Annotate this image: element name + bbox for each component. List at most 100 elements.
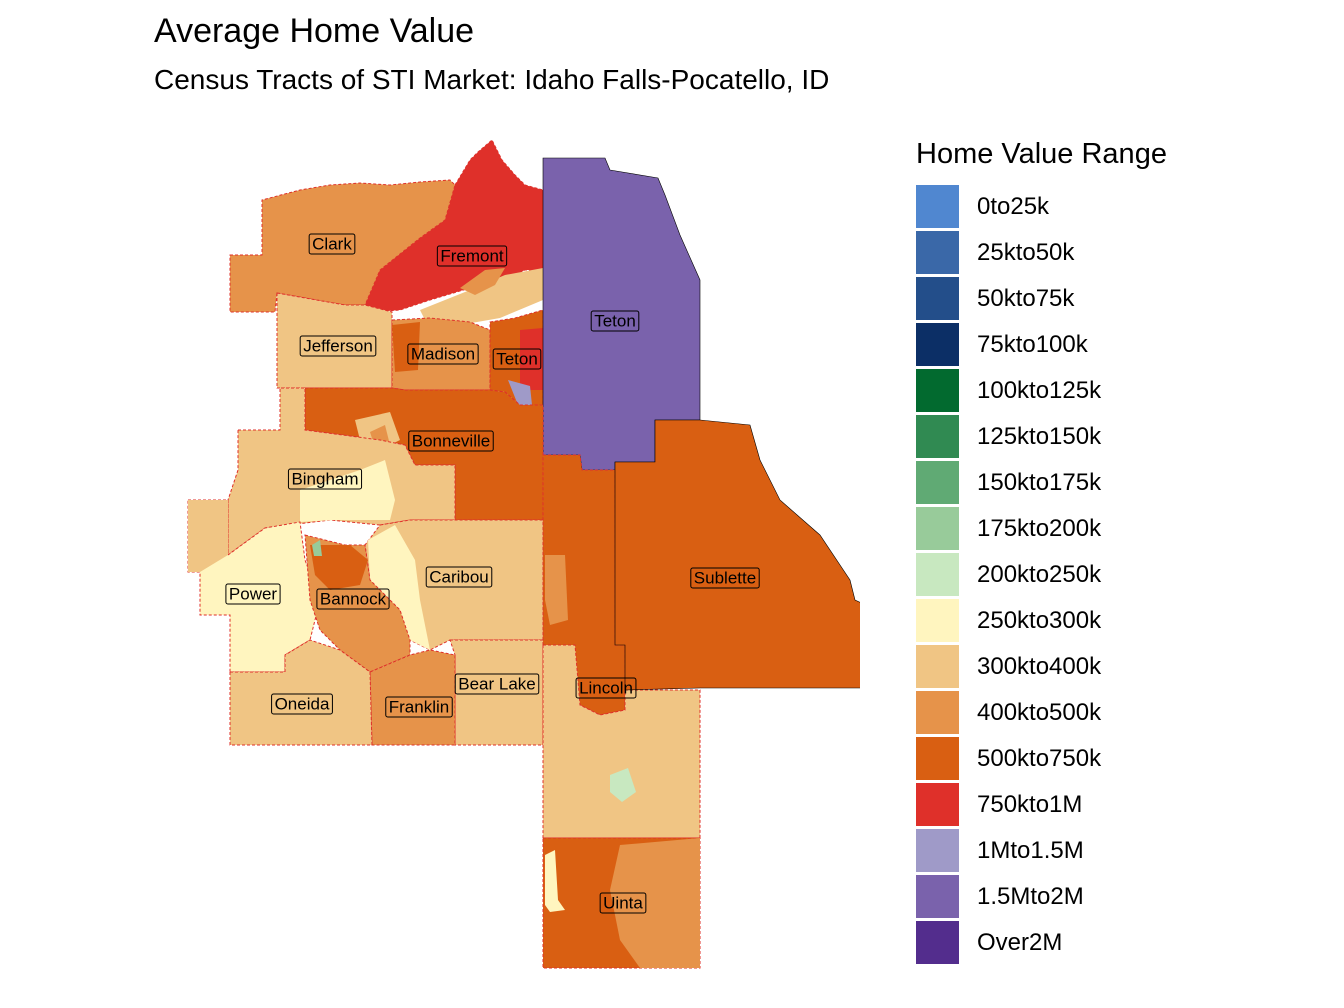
legend-item: 75kto100k <box>916 323 1167 369</box>
legend-label: 25kto50k <box>977 239 1075 266</box>
legend-label: 150kto175k <box>977 469 1102 496</box>
svg-text:Jefferson: Jefferson <box>303 337 373 356</box>
tract-bear-lake <box>449 639 544 746</box>
legend-label: 750kto1M <box>977 791 1083 818</box>
county-label-uinta: Uinta <box>599 892 647 914</box>
county-label-bingham: Bingham <box>287 468 363 490</box>
legend-item: 400kto500k <box>916 691 1167 737</box>
legend-item: 25kto50k <box>916 231 1167 277</box>
legend-swatch <box>916 461 959 504</box>
county-label-sublette: Sublette <box>690 567 760 589</box>
county-label-franklin: Franklin <box>385 696 453 718</box>
legend-label: 1Mto1.5M <box>977 837 1084 864</box>
legend-title: Home Value Range <box>916 138 1167 170</box>
legend-item: 500kto750k <box>916 737 1167 783</box>
legend-item: 200kto250k <box>916 553 1167 599</box>
county-label-jefferson: Jefferson <box>299 335 377 357</box>
legend-label: 500kto750k <box>977 745 1102 772</box>
legend-swatch <box>916 185 959 228</box>
legend-label: Over2M <box>977 929 1063 956</box>
tract-teton-id-b <box>520 328 543 390</box>
county-label-bonneville: Bonneville <box>408 430 494 452</box>
legend-swatch <box>916 829 959 872</box>
legend-swatch <box>916 231 959 274</box>
tract-sublette <box>614 419 860 691</box>
svg-text:Teton: Teton <box>594 312 636 331</box>
legend-label: 125kto150k <box>977 423 1102 450</box>
legend-item: 300kto400k <box>916 645 1167 691</box>
svg-text:Oneida: Oneida <box>275 695 330 714</box>
tract-caribou-b <box>368 525 430 650</box>
map-title: Average Home Value <box>154 12 475 50</box>
legend-swatch <box>916 369 959 412</box>
legend-label: 175kto200k <box>977 515 1102 542</box>
tract-uinta-b <box>610 838 700 968</box>
svg-text:Madison: Madison <box>411 345 475 364</box>
legend-item: Over2M <box>916 921 1167 967</box>
tract-power-b <box>188 500 228 572</box>
legend-item: 125kto150k <box>916 415 1167 461</box>
svg-text:Clark: Clark <box>312 235 352 254</box>
tract-bannock-c <box>312 540 322 556</box>
legend-label: 300kto400k <box>977 653 1102 680</box>
legend-item: 150kto175k <box>916 461 1167 507</box>
legend-swatch <box>916 323 959 366</box>
legend-label: 75kto100k <box>977 331 1088 358</box>
county-label-madison: Madison <box>407 343 479 365</box>
legend-label: 200kto250k <box>977 561 1102 588</box>
tract-map: Clark Fremont Teton Jefferson Madison Te… <box>187 139 860 969</box>
legend-item: 100kto125k <box>916 369 1167 415</box>
tract-fremont-b <box>420 268 543 330</box>
legend-swatch <box>916 415 959 458</box>
tract-jefferson <box>276 292 393 389</box>
legend-swatch <box>916 737 959 780</box>
svg-text:Bonneville: Bonneville <box>412 432 490 451</box>
legend-swatch <box>916 277 959 320</box>
tract-fremont-c <box>460 268 505 295</box>
tract-teton-id-c <box>508 380 532 405</box>
legend-label: 400kto500k <box>977 699 1102 726</box>
legend-swatch <box>916 599 959 642</box>
legend-swatch <box>916 507 959 550</box>
svg-text:Bannock: Bannock <box>320 590 387 609</box>
svg-text:Bingham: Bingham <box>291 470 358 489</box>
county-label-lincoln: Lincoln <box>575 677 637 699</box>
legend-item: 175kto200k <box>916 507 1167 553</box>
county-label-clark: Clark <box>308 233 356 255</box>
tract-lincoln-c <box>545 555 568 625</box>
svg-text:Power: Power <box>229 585 278 604</box>
svg-text:Lincoln: Lincoln <box>579 679 633 698</box>
county-label-teton-id: Teton <box>492 348 542 370</box>
tract-madison-b <box>392 322 420 372</box>
legend-item: 1.5Mto2M <box>916 875 1167 921</box>
legend-label: 50kto75k <box>977 285 1075 312</box>
tract-uinta-c <box>545 850 565 912</box>
tract-bingham-b <box>300 460 395 522</box>
svg-text:Bear Lake: Bear Lake <box>458 675 536 694</box>
svg-text:Sublette: Sublette <box>694 569 756 588</box>
tract-bannock-b <box>310 545 368 590</box>
county-label-power: Power <box>225 583 281 605</box>
legend-swatch <box>916 783 959 826</box>
legend-label: 100kto125k <box>977 377 1102 404</box>
county-label-caribou: Caribou <box>425 566 493 588</box>
tract-clark <box>229 179 456 313</box>
legend-swatch <box>916 645 959 688</box>
legend-swatch <box>916 875 959 918</box>
legend-item: 750kto1M <box>916 783 1167 829</box>
legend-label: 250kto300k <box>977 607 1102 634</box>
legend-item: 1Mto1.5M <box>916 829 1167 875</box>
svg-text:Teton: Teton <box>496 350 538 369</box>
county-label-oneida: Oneida <box>271 693 333 715</box>
legend-swatch <box>916 553 959 596</box>
svg-text:Franklin: Franklin <box>389 698 449 717</box>
svg-text:Uinta: Uinta <box>603 894 643 913</box>
legend-label: 0to25k <box>977 193 1050 220</box>
legend-swatch <box>916 921 959 964</box>
map-subtitle: Census Tracts of STI Market: Idaho Falls… <box>154 64 830 95</box>
svg-text:Fremont: Fremont <box>440 247 504 266</box>
legend-item: 250kto300k <box>916 599 1167 645</box>
county-label-bear-lake: Bear Lake <box>454 673 540 695</box>
svg-text:Caribou: Caribou <box>429 568 489 587</box>
legend-items: 0to25k 25kto50k 50kto75k 75kto100k 100kto125… <box>916 185 1167 967</box>
